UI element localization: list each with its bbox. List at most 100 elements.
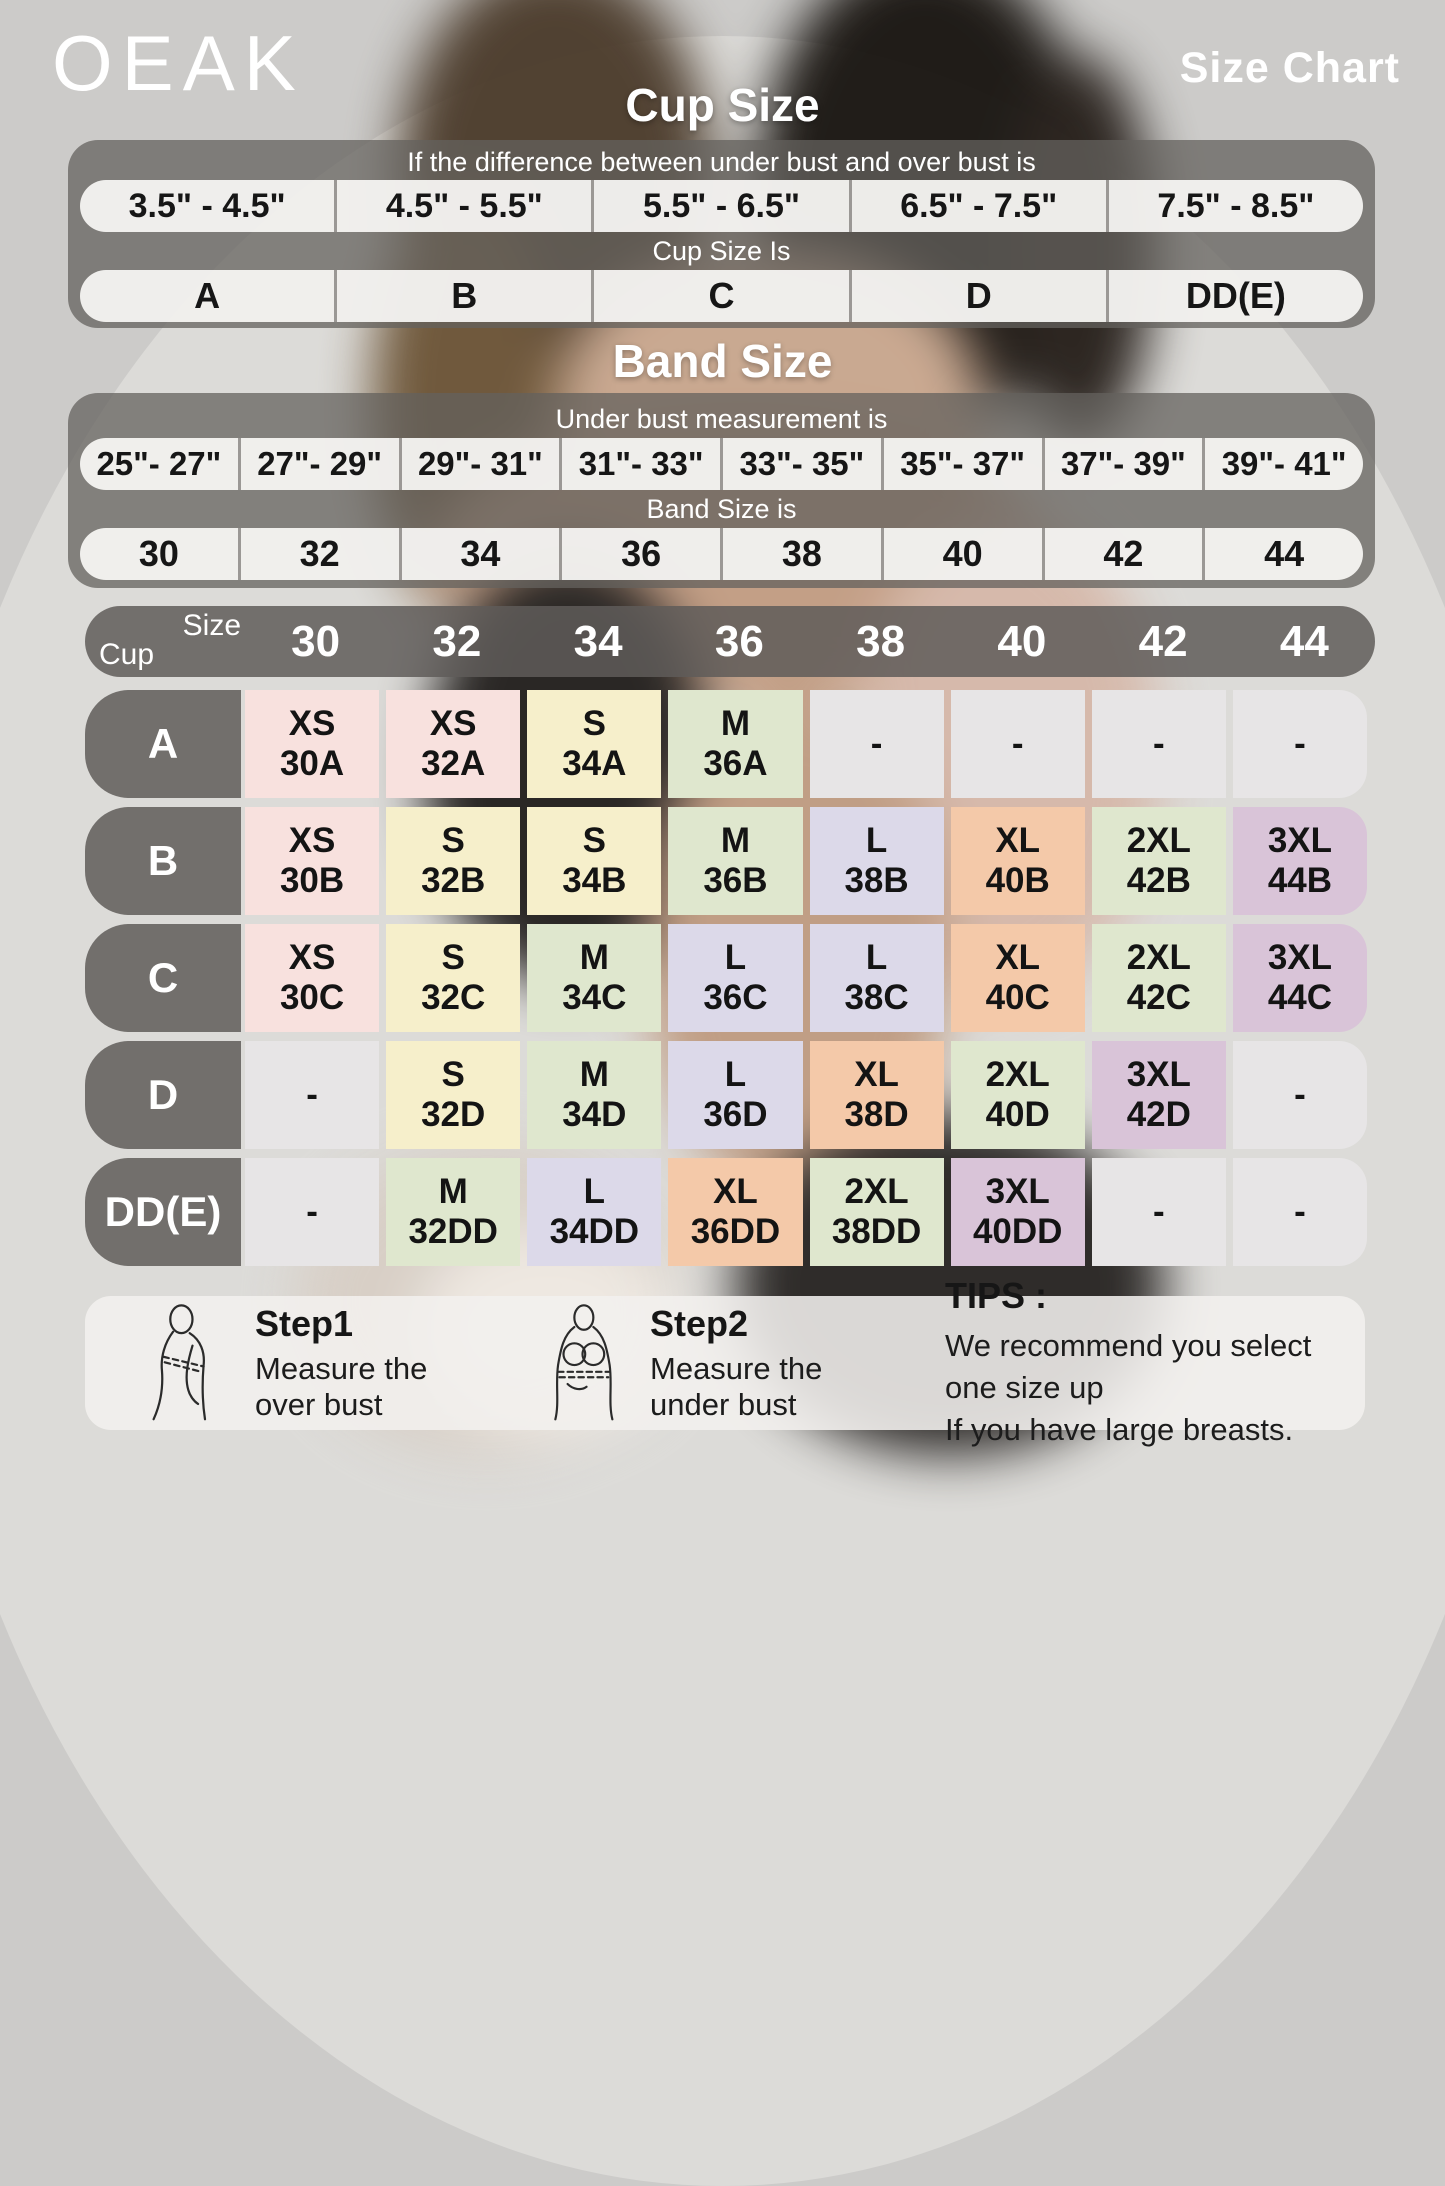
band-size-cell: 30 <box>138 533 179 574</box>
cell-size: S <box>441 1055 465 1094</box>
matrix-cell: - <box>245 1158 380 1266</box>
matrix-cell: XS 30B <box>245 807 380 915</box>
cup-range-cell: 6.5" - 7.5" <box>848 180 1106 232</box>
matrix-row-c: C XS 30C S 32C M 34C L 36C L 38C XL 40C 2XL 42C… <box>85 924 1367 1032</box>
cell-size: - <box>1152 724 1165 763</box>
matrix-cell: 3XL 42D <box>1091 1041 1226 1149</box>
cell-size: - <box>1011 724 1024 763</box>
cell-code: 32C <box>421 978 486 1017</box>
band-result-label: Band Size is <box>646 494 797 524</box>
cell-size: XL <box>995 938 1041 977</box>
cup-range-row: 3.5" - 4.5" 4.5" - 5.5" 5.5" - 6.5" 6.5"… <box>80 180 1363 232</box>
cup-size-section-title: Cup Size <box>625 79 820 131</box>
band-condition-label: Under bust measurement is <box>555 404 888 434</box>
cell-size: L <box>583 1172 605 1211</box>
cell-size: L <box>865 938 888 977</box>
band-range-cell: 27"- 29" <box>237 438 399 490</box>
step2-line1: Measure the <box>650 1351 823 1386</box>
cell-size: 3XL <box>1267 938 1333 977</box>
step2-block: Step2 Measure the under bust <box>650 1303 875 1423</box>
cell-size: M <box>438 1172 468 1211</box>
cell-size: XS <box>288 938 336 977</box>
cup-letter-cell: C <box>591 270 848 322</box>
cell-code: 44C <box>1267 978 1333 1017</box>
cell-size: - <box>306 1075 318 1114</box>
band-range-cell: 35"- 37" <box>880 438 1042 490</box>
step1-title: Step1 <box>255 1303 354 1344</box>
matrix-row-a: A XS 30A XS 32A S 34A M 36A - - - - <box>85 690 1367 798</box>
cell-size: XS <box>288 821 336 860</box>
matrix-cell: 2XL 42B <box>1091 807 1226 915</box>
matrix-row-label: A <box>85 690 241 798</box>
cell-code: 38D <box>844 1095 909 1134</box>
cell-code: 32B <box>421 861 486 900</box>
cup-range-cell: 4.5" - 5.5" <box>334 180 591 232</box>
matrix-cell: S 32D <box>386 1041 521 1149</box>
step1-block: Step1 Measure the over bust <box>255 1303 470 1423</box>
cell-size: - <box>870 724 883 763</box>
matrix-cell: XL 40C <box>950 924 1085 1032</box>
cell-size: - <box>1152 1192 1165 1231</box>
band-size-cell: 36 <box>559 528 720 580</box>
matrix-cell: XS 30C <box>245 924 380 1032</box>
band-size-row: 30 32 34 36 38 40 42 44 <box>80 528 1363 580</box>
cell-size: M <box>579 1055 609 1094</box>
cell-code: 40C <box>985 978 1050 1017</box>
matrix-cell: 3XL 44B <box>1232 807 1367 915</box>
matrix-cell: S 34A <box>527 690 662 798</box>
cell-size: XS <box>429 704 477 743</box>
cell-code: 34D <box>562 1095 627 1134</box>
cell-code: 34C <box>562 978 627 1017</box>
matrix-corner-cup-label: Cup <box>99 638 155 671</box>
page-title: Size Chart <box>1179 44 1400 92</box>
matrix-col-header: 44 <box>1279 616 1329 666</box>
band-size-cell: 38 <box>720 528 881 580</box>
cup-result-label: Cup Size Is <box>652 236 791 266</box>
band-range-cell: 31"- 33" <box>559 438 720 490</box>
matrix-row-label: B <box>85 807 241 915</box>
cup-range-cell: 5.5" - 6.5" <box>591 180 848 232</box>
cell-code: 38DD <box>831 1212 922 1251</box>
cell-size: S <box>582 821 606 860</box>
cell-size: M <box>720 704 751 743</box>
cell-size: 3XL <box>985 1172 1050 1211</box>
brand-logo: OEAK <box>52 19 305 107</box>
cup-range-cell: 3.5" - 4.5" <box>128 186 286 225</box>
cup-letter-cell: DD(E) <box>1105 270 1363 322</box>
cell-code: 38C <box>844 978 909 1017</box>
band-range-cell: 37"- 39" <box>1041 438 1203 490</box>
matrix-cell: 2XL 40D <box>950 1041 1085 1149</box>
matrix-row-dd: DD(E) - M 32DD L 34DD XL 36DD 2XL 38DD 3XL 40… <box>85 1158 1367 1266</box>
band-range-cell: 39"- 41" <box>1202 438 1363 490</box>
matrix-cell: - <box>809 690 944 798</box>
band-range-cell: 29"- 31" <box>398 438 560 490</box>
matrix-cell: - <box>1091 690 1226 798</box>
cell-size: 3XL <box>1267 821 1333 860</box>
matrix-col-header: 36 <box>714 616 764 666</box>
cell-code: 40D <box>985 1095 1050 1134</box>
matrix-cell: - <box>950 690 1085 798</box>
cell-code: 36DD <box>690 1212 781 1251</box>
cell-code: 44B <box>1267 861 1333 900</box>
band-size-cell: 32 <box>237 528 399 580</box>
cup-letter-row: A B C D DD(E) <box>80 270 1363 322</box>
cell-code: 42B <box>1126 861 1191 900</box>
tips-title: TIPS : <box>945 1275 1048 1316</box>
cell-code: 40DD <box>972 1212 1063 1251</box>
matrix-corner-size-label: Size <box>182 609 241 642</box>
cup-letter-cell: A <box>194 275 221 316</box>
cell-code: 34B <box>562 861 627 900</box>
matrix-cell: M 36B <box>668 807 803 915</box>
matrix-row-d: D - S 32D M 34D L 36D XL 38D 2XL 40D 3XL 42D - <box>85 1041 1367 1149</box>
matrix-row-label: C <box>85 924 241 1032</box>
cell-size: - <box>1294 724 1306 763</box>
cell-code: 32A <box>421 744 486 783</box>
matrix-cell: M 34D <box>527 1041 662 1149</box>
matrix-row-b: B XS 30B S 32B S 34B M 36B L 38B XL 40B 2XL 42B… <box>85 807 1367 915</box>
matrix-cell: L 38C <box>809 924 944 1032</box>
matrix-cell: 3XL 40DD <box>950 1158 1085 1266</box>
matrix-cell: L 38B <box>809 807 944 915</box>
cell-size: S <box>441 938 465 977</box>
matrix-col-header: 32 <box>432 616 482 666</box>
cell-code: 30A <box>279 744 345 783</box>
